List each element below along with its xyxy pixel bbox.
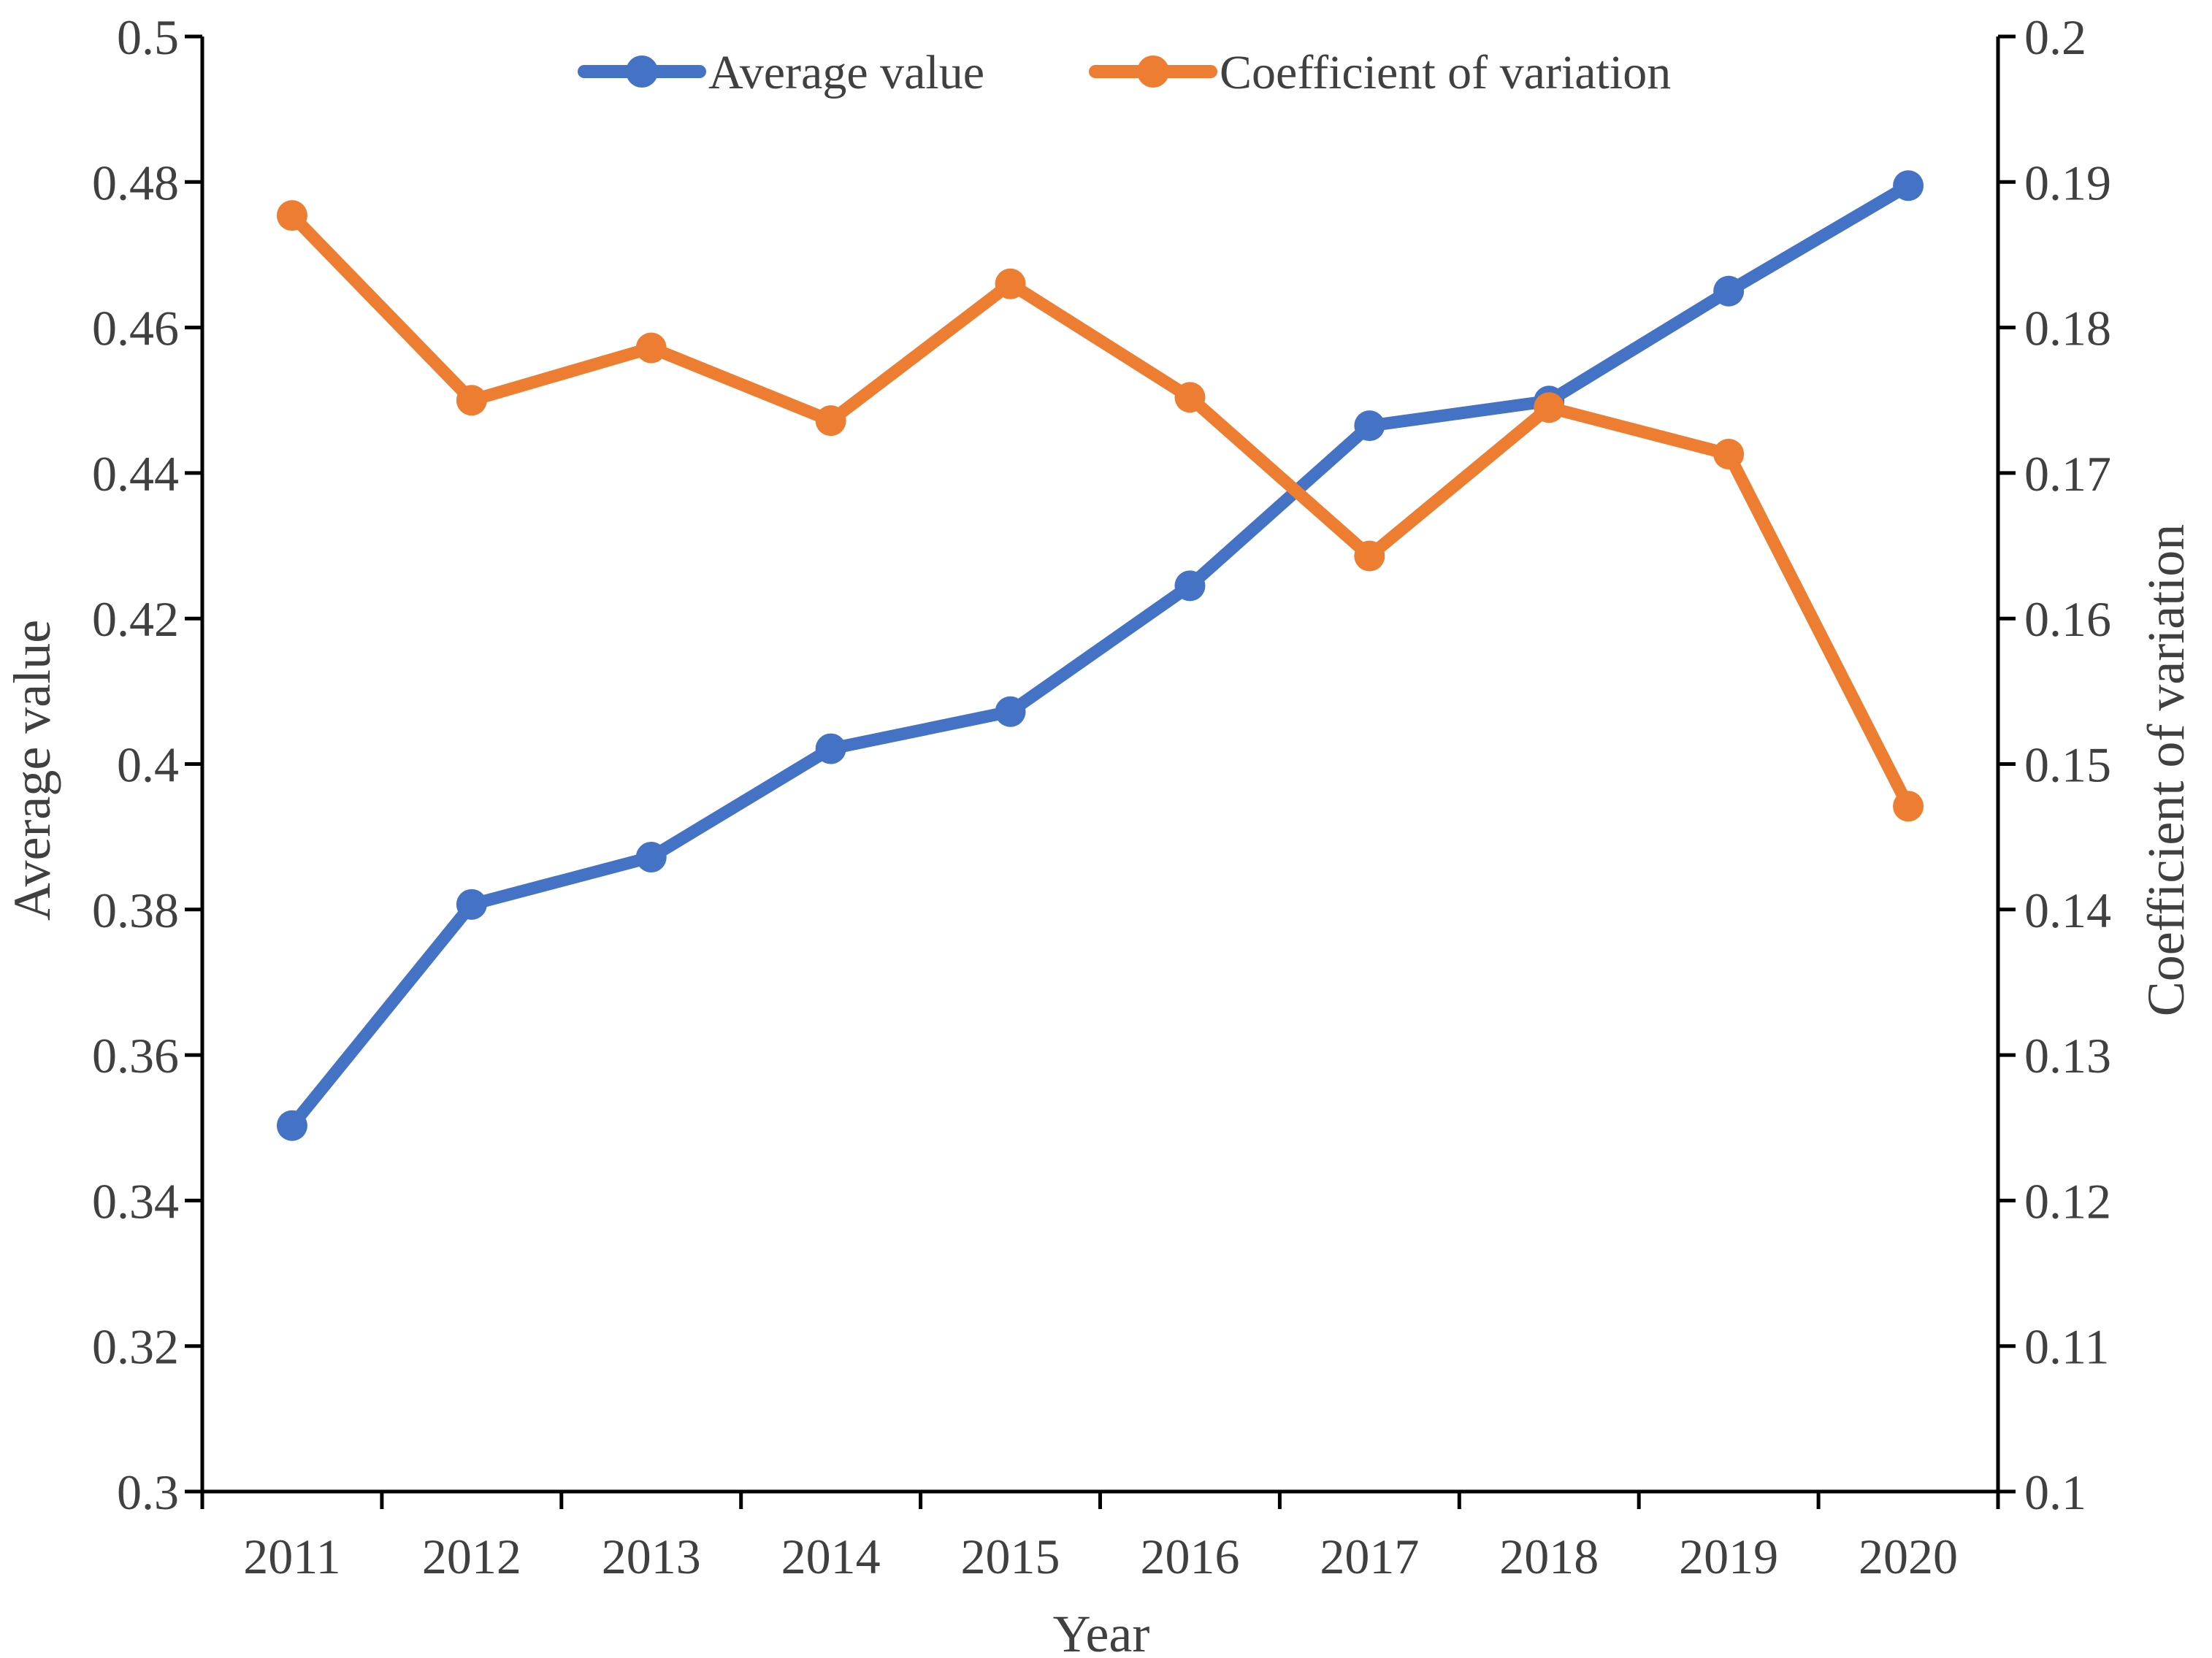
left-tick-label: 0.42 xyxy=(92,591,179,647)
data-point-coefficient-of-variation xyxy=(635,332,667,364)
left-tick-label: 0.44 xyxy=(92,446,179,502)
data-point-coefficient-of-variation xyxy=(456,385,487,416)
series-line-coefficient-of-variation xyxy=(286,209,1915,813)
legend-marker-coefficient-of-variation xyxy=(1137,55,1169,88)
data-point-coefficient-of-variation xyxy=(1174,382,1206,413)
left-tick-label: 0.48 xyxy=(92,155,179,210)
left-tick-label: 0.34 xyxy=(92,1173,179,1229)
right-axis-ticks: 0.1 0.11 0.12 0.13 0.14 0.15 0.16 0.17 0.18 0.19 0… xyxy=(1998,9,2111,1520)
data-point-average-value xyxy=(456,889,487,920)
data-point-coefficient-of-variation xyxy=(1354,540,1385,572)
right-tick-label: 0.1 xyxy=(2024,1465,2086,1520)
data-point-average-value xyxy=(1893,170,1924,202)
series-line-average-value xyxy=(286,179,1915,1132)
legend-label-coefficient-of-variation: Coefficient of variation xyxy=(1220,46,1671,99)
right-tick-label: 0.18 xyxy=(2024,301,2111,356)
x-axis-title: Year xyxy=(1053,1605,1150,1658)
x-tick-label: 2018 xyxy=(1499,1529,1599,1584)
right-tick-label: 0.16 xyxy=(2024,591,2111,647)
left-axis-title: Average value xyxy=(3,620,61,921)
x-tick-label: 2013 xyxy=(602,1529,701,1584)
data-point-average-value xyxy=(995,696,1026,727)
series-layer xyxy=(276,170,1924,1141)
left-tick-label: 0.4 xyxy=(117,737,179,793)
left-tick-label: 0.5 xyxy=(117,9,179,65)
right-tick-label: 0.11 xyxy=(2024,1319,2109,1375)
left-tick-label: 0.36 xyxy=(92,1028,179,1083)
data-point-average-value xyxy=(635,842,667,873)
data-point-average-value xyxy=(815,733,846,764)
data-point-coefficient-of-variation xyxy=(995,268,1026,299)
data-point-average-value xyxy=(276,1110,307,1141)
legend: Average value Coefficient of variation xyxy=(578,46,1671,99)
data-point-coefficient-of-variation xyxy=(276,200,307,231)
x-tick-label: 2014 xyxy=(781,1529,881,1584)
x-tick-label: 2020 xyxy=(1859,1529,1958,1584)
data-point-coefficient-of-variation xyxy=(815,405,846,437)
data-point-average-value xyxy=(1713,275,1745,307)
x-tick-label: 2019 xyxy=(1679,1529,1778,1584)
right-axis-title: Coefficient of variation xyxy=(2137,524,2195,1016)
x-axis-ticks: 2011 2012 2013 2014 2015 2016 2017 2018 2019 2020 xyxy=(200,1492,2000,1584)
right-tick-label: 0.14 xyxy=(2024,883,2111,938)
right-tick-label: 0.2 xyxy=(2024,9,2086,65)
left-tick-label: 0.3 xyxy=(117,1465,179,1520)
x-tick-label: 2016 xyxy=(1140,1529,1239,1584)
data-point-average-value xyxy=(1354,410,1385,442)
right-tick-label: 0.15 xyxy=(2024,737,2111,793)
legend-label-average-value: Average value xyxy=(708,46,984,99)
left-tick-label: 0.46 xyxy=(92,301,179,356)
axes xyxy=(200,37,2000,1494)
data-point-average-value xyxy=(1174,570,1206,602)
data-point-coefficient-of-variation xyxy=(1713,438,1745,469)
right-tick-label: 0.17 xyxy=(2024,446,2111,502)
x-tick-label: 2011 xyxy=(243,1529,340,1584)
data-point-coefficient-of-variation xyxy=(1893,791,1924,822)
right-tick-label: 0.12 xyxy=(2024,1173,2111,1229)
data-point-coefficient-of-variation xyxy=(1534,392,1565,423)
legend-marker-average-value xyxy=(626,55,658,88)
left-tick-label: 0.32 xyxy=(92,1319,179,1375)
x-tick-label: 2012 xyxy=(422,1529,521,1584)
left-tick-label: 0.38 xyxy=(92,883,179,938)
left-axis-ticks: 0.3 0.32 0.34 0.36 0.38 0.4 0.42 0.44 0.46 0.48 0.… xyxy=(92,9,202,1520)
right-tick-label: 0.13 xyxy=(2024,1028,2111,1083)
x-tick-label: 2015 xyxy=(961,1529,1060,1584)
right-tick-label: 0.19 xyxy=(2024,155,2111,210)
x-tick-label: 2017 xyxy=(1320,1529,1419,1584)
